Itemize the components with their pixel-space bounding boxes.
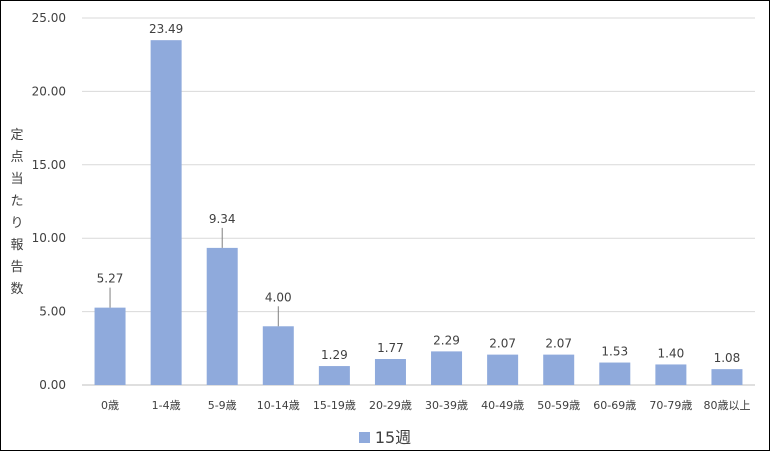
bar [711, 369, 743, 385]
y-axis-title-char: 数 [10, 282, 24, 297]
data-label: 2.07 [489, 337, 516, 351]
x-tick-label: 5-9歳 [208, 399, 237, 412]
y-tick-label: 20.00 [32, 84, 66, 98]
y-tick-label: 25.00 [32, 11, 66, 25]
x-tick-label: 20-29歳 [369, 399, 412, 412]
data-label: 1.40 [658, 346, 685, 360]
y-tick-label: 0.00 [39, 378, 66, 392]
data-label: 5.27 [97, 272, 124, 286]
y-tick-label: 15.00 [32, 158, 66, 172]
bar [487, 354, 519, 385]
bar [262, 326, 294, 385]
data-label: 1.77 [377, 341, 404, 355]
bar [655, 364, 687, 385]
y-axis-title-char: 定 [10, 128, 24, 143]
y-tick-label: 5.00 [39, 305, 66, 319]
data-label: 2.07 [545, 337, 572, 351]
x-tick-label: 10-14歳 [257, 399, 300, 412]
x-tick-label: 30-39歳 [425, 399, 468, 412]
data-label: 4.00 [265, 290, 292, 304]
bar [374, 359, 406, 385]
y-axis-title-char: 点 [10, 150, 24, 165]
bar [94, 307, 126, 385]
data-label: 1.29 [321, 348, 348, 362]
x-tick-label: 15-19歳 [313, 399, 356, 412]
x-tick-label: 50-59歳 [537, 399, 580, 412]
bar [150, 40, 182, 385]
data-label: 23.49 [149, 22, 183, 36]
y-axis-title-char: た [10, 194, 24, 209]
data-label: 1.08 [714, 351, 741, 365]
bar [206, 247, 238, 385]
bar [431, 351, 463, 385]
y-axis-title-char: り [10, 216, 24, 231]
x-tick-label: 60-69歳 [593, 399, 636, 412]
bar [543, 354, 575, 385]
bar [599, 362, 631, 385]
data-label: 9.34 [209, 212, 236, 226]
legend: 15週 [0, 424, 770, 448]
x-tick-label: 0歳 [101, 399, 119, 412]
legend-label: 15週 [374, 428, 412, 447]
bar [318, 366, 350, 385]
y-axis-title-char: 告 [10, 260, 24, 275]
y-tick-label: 10.00 [32, 231, 66, 245]
x-tick-label: 70-79歳 [649, 399, 692, 412]
data-label: 1.53 [601, 345, 628, 359]
x-tick-label: 1-4歳 [152, 399, 181, 412]
x-tick-label: 80歳以上 [703, 399, 750, 412]
y-axis-title: 定点当たり報告数 [8, 125, 26, 301]
y-axis-title-char: 当 [10, 172, 24, 187]
data-label: 2.29 [433, 333, 460, 347]
legend-swatch [358, 432, 370, 443]
y-axis-title-char: 報 [10, 238, 24, 253]
x-tick-label: 40-49歳 [481, 399, 524, 412]
